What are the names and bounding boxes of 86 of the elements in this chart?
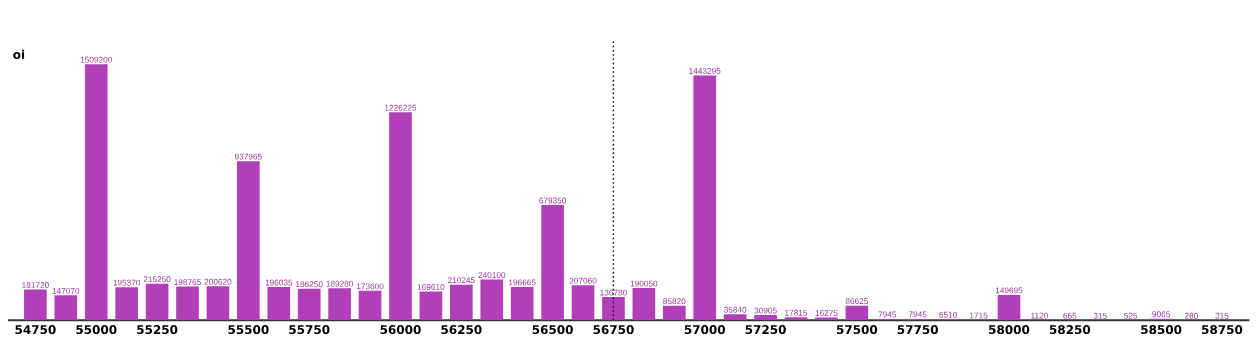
data-label: 1443295 (689, 67, 721, 74)
x-tick-label: 56250 (441, 325, 482, 335)
x-tick-label: 55750 (289, 325, 330, 335)
data-label: 315 (1093, 312, 1107, 319)
x-tick-label: 58500 (1141, 325, 1182, 335)
bar (237, 161, 260, 321)
data-label: 196035 (265, 279, 293, 286)
data-label: 1509200 (80, 56, 112, 63)
x-tick-label: 57250 (745, 325, 786, 335)
bar (176, 286, 199, 321)
data-label: 136780 (600, 289, 627, 296)
x-tick-label: 58000 (989, 325, 1030, 335)
bar (115, 287, 138, 321)
bar (571, 285, 595, 321)
x-tick-label: 57500 (836, 325, 878, 335)
x-tick-label: 57000 (684, 325, 726, 335)
bar (845, 305, 869, 321)
data-label: 240100 (478, 272, 506, 278)
data-label: 169610 (417, 284, 445, 290)
bar (145, 283, 169, 321)
data-label: 679350 (539, 197, 567, 204)
bar (632, 288, 656, 321)
bar (206, 286, 230, 321)
data-label: 198765 (174, 279, 201, 286)
data-label: 35840 (723, 306, 747, 313)
data-label: 195370 (113, 279, 141, 286)
bar (723, 314, 747, 321)
x-tick-label: 58250 (1049, 325, 1091, 335)
data-label: 190050 (630, 280, 658, 287)
bar (267, 287, 291, 321)
bar (54, 295, 78, 321)
data-label: 937965 (234, 153, 262, 160)
data-label: 207060 (569, 277, 597, 284)
data-label: 7945 (908, 311, 927, 318)
data-label: 6510 (939, 311, 957, 318)
x-tick-label: 56500 (532, 325, 573, 335)
bar (389, 112, 412, 321)
bar (997, 294, 1021, 321)
data-label: 86625 (845, 298, 868, 305)
bar (358, 290, 382, 321)
data-label: 1226225 (385, 104, 417, 111)
x-tick-label: 55000 (76, 325, 117, 335)
bar (450, 284, 473, 321)
data-label: 280 (1185, 312, 1199, 319)
x-tick-label: 57750 (897, 325, 939, 335)
data-label: 173600 (356, 283, 384, 290)
bar (24, 289, 47, 321)
data-label: 30905 (754, 307, 777, 314)
data-label: 210245 (447, 277, 475, 284)
bar (754, 315, 777, 321)
data-label: 181720 (22, 282, 49, 288)
x-tick-label: 54750 (15, 325, 56, 335)
data-label: 196665 (509, 279, 536, 286)
data-label: 200620 (204, 278, 232, 285)
x-tick-label: 56000 (380, 325, 421, 335)
bar (297, 288, 321, 321)
data-label: 85820 (663, 298, 686, 305)
y-axis-title: oi (13, 49, 25, 59)
x-tick-label: 58750 (1202, 325, 1243, 335)
x-tick-label: 55500 (228, 325, 269, 335)
data-label: 525 (1124, 312, 1138, 319)
data-label: 7945 (878, 311, 897, 318)
data-label: 665 (1063, 312, 1077, 319)
bar (784, 317, 808, 321)
data-label: 186250 (296, 281, 323, 288)
data-label: 1715 (969, 312, 988, 319)
bar (480, 279, 504, 321)
data-label: 189280 (326, 280, 354, 287)
bar (510, 286, 534, 321)
data-label: 315 (1215, 312, 1229, 319)
bar (693, 75, 717, 321)
bar (328, 288, 351, 321)
data-label: 9065 (1152, 311, 1170, 318)
data-label: 149695 (995, 287, 1023, 294)
data-label: 1120 (1031, 312, 1048, 319)
bar (541, 205, 564, 321)
x-tick-label: 55250 (137, 325, 178, 335)
x-tick-label: 56750 (593, 325, 634, 335)
data-label: 147070 (52, 287, 80, 294)
bar (662, 305, 686, 321)
bar (602, 297, 625, 321)
data-label: 215250 (143, 276, 171, 283)
data-label: 16275 (815, 310, 838, 316)
bar (419, 291, 443, 321)
data-label: 17815 (785, 309, 808, 316)
bar (84, 64, 108, 321)
